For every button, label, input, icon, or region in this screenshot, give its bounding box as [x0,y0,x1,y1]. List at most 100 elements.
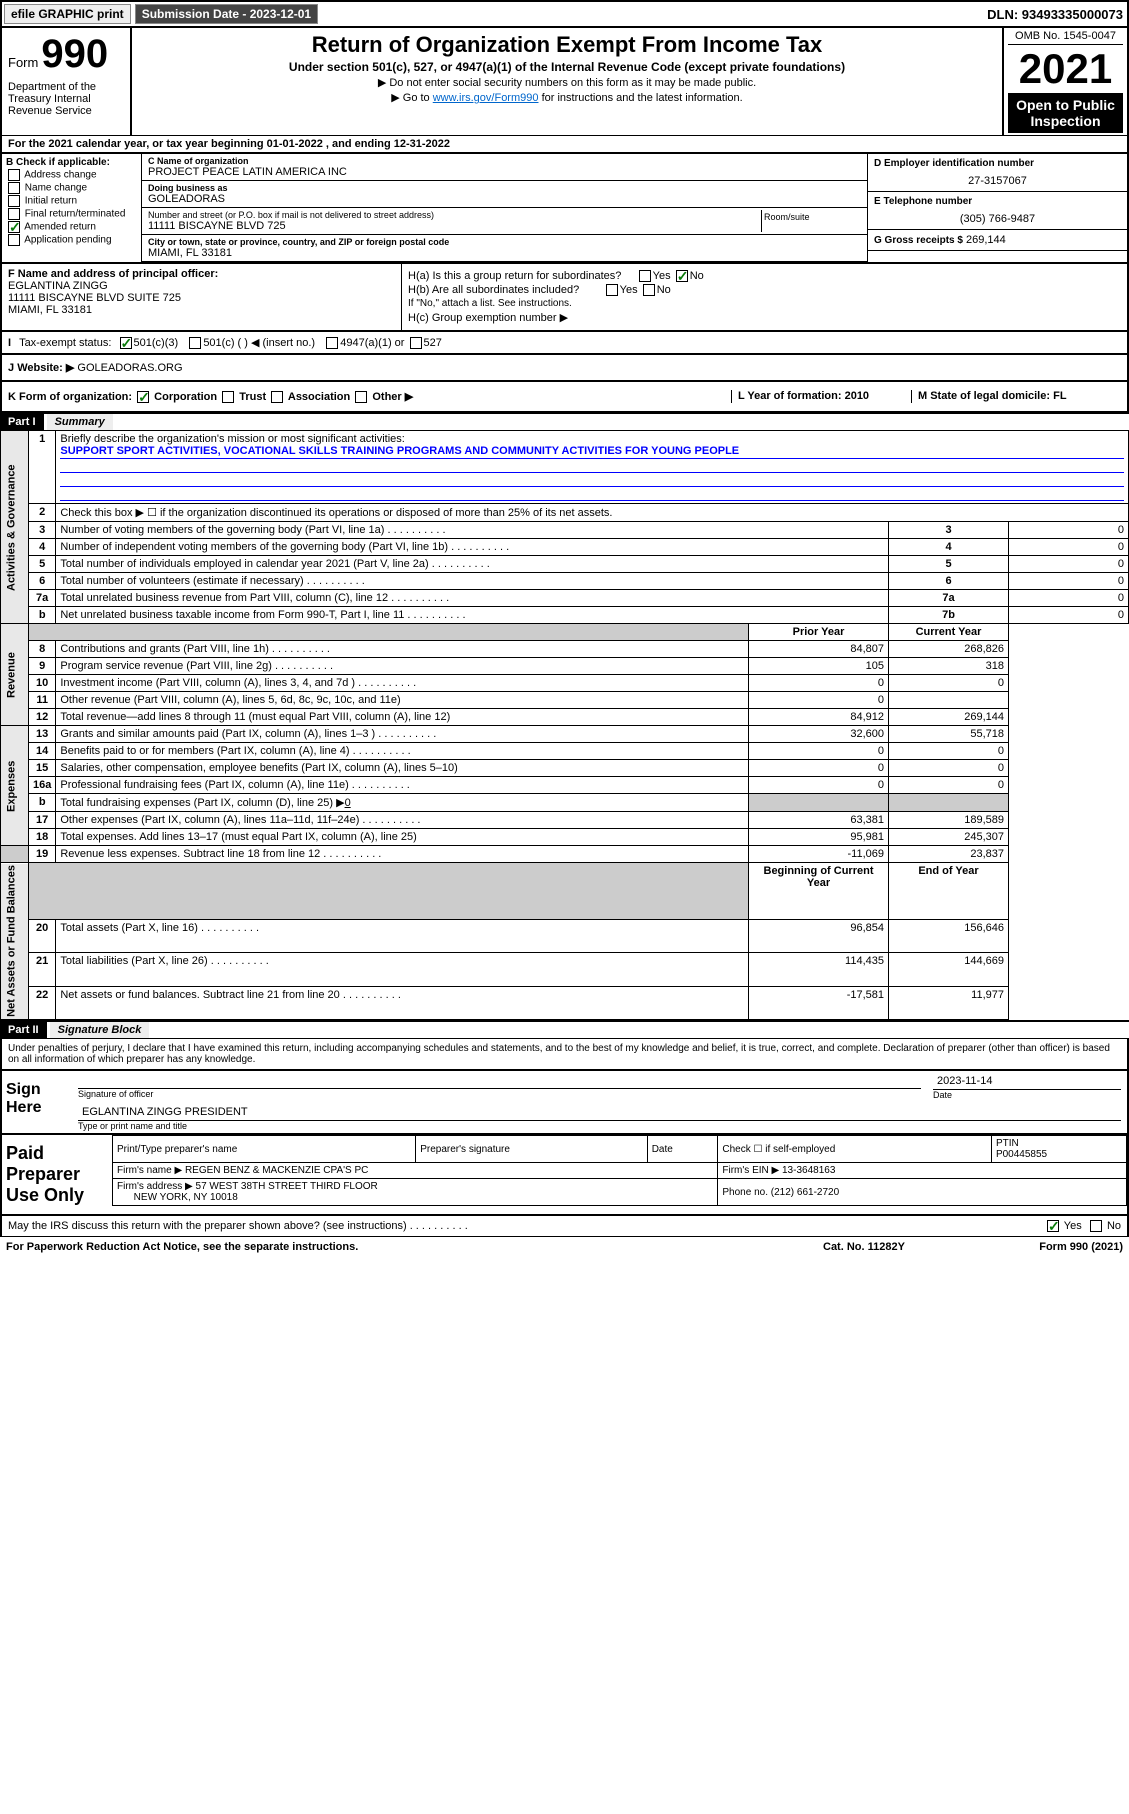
subtitle: Under section 501(c), 527, or 4947(a)(1)… [140,60,994,74]
street-value: 11111 BISCAYNE BLVD 725 [148,220,761,232]
ha-label: H(a) Is this a group return for subordin… [408,270,621,282]
app-pending-checkbox[interactable] [8,234,20,246]
ha-yes-label: Yes [653,270,671,282]
line-22-prior: -17,581 [749,986,889,1019]
amended-return-checkbox[interactable] [8,221,20,233]
section-j: J Website: ▶ GOLEADORAS.ORG [0,354,1129,381]
name-change-checkbox[interactable] [8,182,20,194]
assoc-label: Association [288,391,350,403]
line-6-val: 0 [1009,573,1129,590]
firm-addr-label: Firm's address ▶ [117,1181,193,1192]
line-num-22: 22 [29,986,56,1019]
prep-phone: (212) 661-2720 [771,1187,839,1198]
line-5-desc: Total number of individuals employed in … [56,556,889,573]
line-7b-box: 7b [889,607,1009,624]
preparer-label: Paid Preparer Use Only [2,1135,112,1214]
officer-signature-line[interactable] [78,1073,921,1089]
officer-name: EGLANTINA ZINGG [8,280,395,292]
527-checkbox[interactable] [410,337,422,349]
footer-row: For Paperwork Reduction Act Notice, see … [0,1237,1129,1257]
discuss-no-checkbox[interactable] [1090,1220,1102,1232]
line-13-cur: 55,718 [889,726,1009,743]
line-num-7b: b [29,607,56,624]
line-16a-cur: 0 [889,777,1009,794]
street-label: Number and street (or P.O. box if mail i… [148,210,761,220]
line-7a-desc: Total unrelated business revenue from Pa… [56,590,889,607]
ha-no-label: No [690,270,704,282]
trust-label: Trust [239,391,266,403]
line-num-15: 15 [29,760,56,777]
line-num-9: 9 [29,658,56,675]
trust-checkbox[interactable] [222,391,234,403]
line-16b-prior-gray [749,794,889,812]
footer-mid: Cat. No. 11282Y [823,1241,973,1253]
line-num-3: 3 [29,522,56,539]
section-deg: D Employer identification number 27-3157… [867,154,1127,262]
501c-other-checkbox[interactable] [189,337,201,349]
ha-no-checkbox[interactable] [676,270,688,282]
i-label: I [8,337,11,349]
other-label: Other ▶ [372,391,413,403]
submission-date-button[interactable]: Submission Date - 2023-12-01 [135,4,318,24]
hb-yes-checkbox[interactable] [606,284,618,296]
line-5-val: 0 [1009,556,1129,573]
line-2-desc: Check this box ▶ ☐ if the organization d… [56,504,1129,522]
line-num-16a: 16a [29,777,56,794]
omb-number: OMB No. 1545-0047 [1008,30,1123,45]
mission-blank-2 [60,473,1124,487]
form-id-cell: Form 990 Department of the Treasury Inte… [2,28,132,135]
form-label: Form [8,55,38,70]
corp-checkbox[interactable] [137,391,149,403]
line-6-box: 6 [889,573,1009,590]
ha-yes-checkbox[interactable] [639,270,651,282]
dba-label: Doing business as [148,183,861,193]
org-name: PROJECT PEACE LATIN AMERICA INC [148,166,861,178]
addr-change-checkbox[interactable] [8,169,20,181]
j-label: J [8,362,14,374]
name-change-label: Name change [25,183,87,194]
hb-no-checkbox[interactable] [643,284,655,296]
discuss-yes-checkbox[interactable] [1047,1220,1059,1232]
officer-name-title-label: Type or print name and title [78,1121,1121,1131]
ein-label: D Employer identification number [874,158,1121,169]
netassets-section-label: Net Assets or Fund Balances [1,863,29,1020]
prep-date-label: Date [647,1136,718,1163]
section-c: C Name of organization PROJECT PEACE LAT… [142,154,867,262]
line-19-desc: Revenue less expenses. Subtract line 18 … [56,846,749,863]
other-checkbox[interactable] [355,391,367,403]
line-16a-prior: 0 [749,777,889,794]
signature-date: 2023-11-14 [933,1073,1121,1090]
501c3-checkbox[interactable] [120,337,132,349]
main-title: Return of Organization Exempt From Incom… [140,32,994,58]
efile-button[interactable]: efile GRAPHIC print [4,4,131,24]
line-4-box: 4 [889,539,1009,556]
instructions-link[interactable]: www.irs.gov/Form990 [433,92,539,104]
preparer-section: Paid Preparer Use Only Print/Type prepar… [0,1134,1129,1215]
4947-checkbox[interactable] [326,337,338,349]
dept-text: Department of the Treasury Internal Reve… [8,81,124,117]
mission-blank-1 [60,459,1124,473]
prep-self-employed: Check ☐ if self-employed [718,1136,992,1163]
line-16b-val: 0 [345,797,351,809]
ein-value: 27-3157067 [874,175,1121,187]
line-9-prior: 105 [749,658,889,675]
line-4-val: 0 [1009,539,1129,556]
line-20-desc: Total assets (Part X, line 16) [56,920,749,953]
prep-sig-label: Preparer's signature [416,1136,647,1163]
dln-text: DLN: 93493335000073 [987,7,1127,22]
line-num-19: 19 [29,846,56,863]
officer-city: MIAMI, FL 33181 [8,304,395,316]
line-5-box: 5 [889,556,1009,573]
sign-here-label: Sign Here [2,1071,72,1133]
tax-period-row: For the 2021 calendar year, or tax year … [0,135,1129,153]
assoc-checkbox[interactable] [271,391,283,403]
year-cell: OMB No. 1545-0047 2021 Open to Public In… [1002,28,1127,135]
k-label: K Form of organization: [8,391,132,403]
line-12-cur: 269,144 [889,709,1009,726]
initial-return-checkbox[interactable] [8,195,20,207]
part-ii-title: Signature Block [50,1022,150,1038]
line-3-box: 3 [889,522,1009,539]
section-b: B Check if applicable: Address change Na… [2,154,142,262]
line-19-prior: -11,069 [749,846,889,863]
line-11-prior: 0 [749,692,889,709]
